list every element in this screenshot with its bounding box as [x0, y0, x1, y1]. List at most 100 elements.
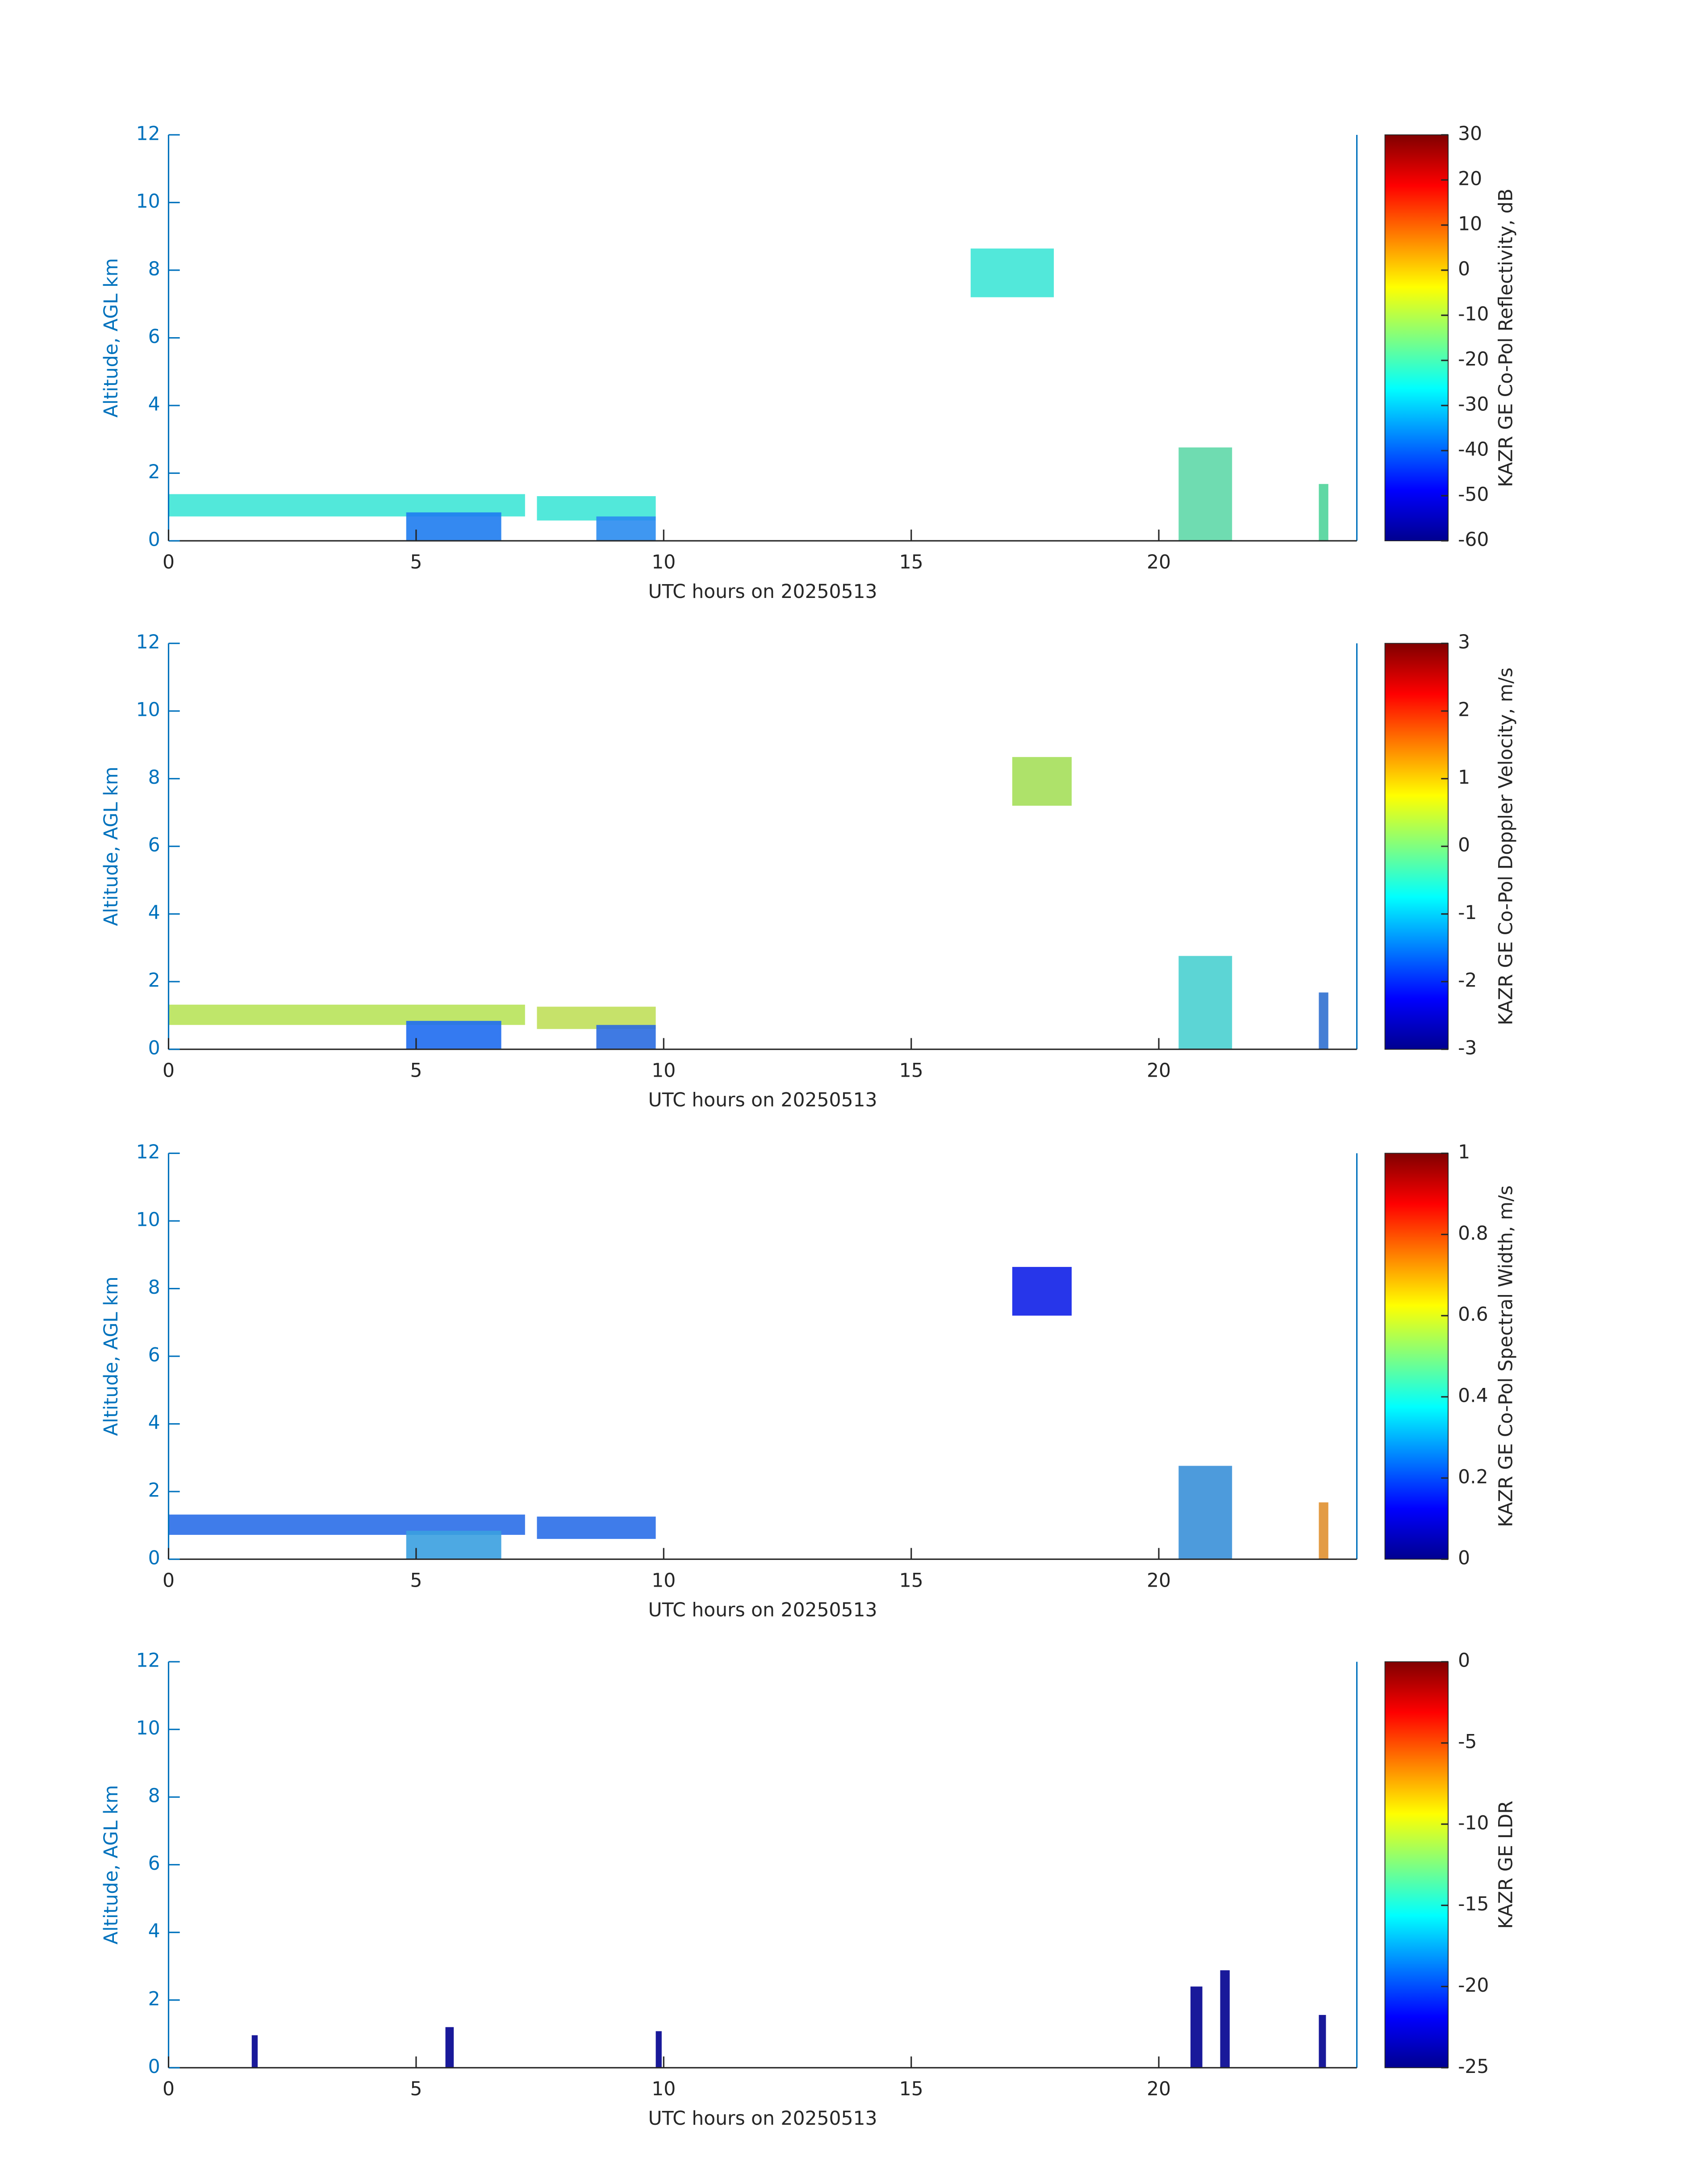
colorbar-tick-label: -20: [1458, 349, 1489, 371]
x-tick-label: 5: [410, 552, 422, 573]
y-axis-label: Altitude, AGL km: [100, 258, 122, 418]
colorbar-tick-label: -1: [1458, 902, 1477, 924]
y-tick-label: 10: [136, 1209, 160, 1231]
x-axis-label: UTC hours on 20250513: [648, 1599, 877, 1621]
y-tick-label: 6: [148, 1853, 160, 1875]
colorbar-tick-label: 0: [1458, 1547, 1470, 1569]
colorbar-label: KAZR GE Co-Pol Spectral Width, m/s: [1495, 1185, 1517, 1527]
y-tick-label: 6: [148, 835, 160, 857]
echo: [1190, 1986, 1203, 2068]
echo: [1319, 1502, 1328, 1559]
colorbar-tick-label: 0.6: [1458, 1304, 1488, 1326]
x-tick-label: 15: [899, 1060, 923, 1082]
echo: [537, 1517, 656, 1539]
echo: [596, 1025, 656, 1049]
colorbar-label: KAZR GE Co-Pol Doppler Velocity, m/s: [1495, 668, 1517, 1025]
y-tick-label: 4: [148, 394, 160, 416]
x-tick-label: 20: [1147, 552, 1171, 573]
echo: [1178, 447, 1232, 541]
y-tick-label: 2: [148, 1988, 160, 2010]
y-tick-label: 12: [136, 123, 160, 145]
x-tick-label: 5: [410, 1060, 422, 1082]
colorbar-tick-label: -5: [1458, 1731, 1477, 1753]
colorbar-tick-label: -20: [1458, 1975, 1489, 1997]
x-tick-label: 0: [163, 1570, 175, 1592]
colorbar-tick-label: -40: [1458, 439, 1489, 461]
colorbar-label: KAZR GE LDR: [1495, 1801, 1517, 1929]
y-tick-label: 12: [136, 631, 160, 653]
y-tick-label: 10: [136, 191, 160, 213]
y-tick-label: 0: [148, 2056, 160, 2078]
echo: [1220, 1970, 1230, 2068]
x-tick-label: 20: [1147, 1570, 1171, 1592]
y-tick-label: 8: [148, 1785, 160, 1807]
y-tick-label: 12: [136, 1650, 160, 1672]
echo: [1319, 992, 1328, 1049]
colorbar-tick-label: 1: [1458, 1141, 1470, 1163]
colorbar-tick-label: 1: [1458, 767, 1470, 789]
colorbar: [1384, 1661, 1449, 2068]
colorbar-tick-label: -30: [1458, 394, 1489, 416]
echo: [1178, 1466, 1232, 1559]
colorbar-tick-label: 0.8: [1458, 1223, 1488, 1245]
colorbar-tick-label: 0: [1458, 1650, 1470, 1672]
x-axis-label: UTC hours on 20250513: [648, 1090, 877, 1111]
y-axis-label: Altitude, AGL km: [100, 1785, 122, 1944]
colorbar-tick-label: 0: [1458, 835, 1470, 857]
colorbar-tick-label: 2: [1458, 699, 1470, 721]
y-tick-label: 12: [136, 1141, 160, 1163]
echo: [1012, 1267, 1072, 1316]
x-tick-label: 5: [410, 2078, 422, 2100]
colorbar-tick-label: -50: [1458, 484, 1489, 506]
x-tick-label: 10: [651, 552, 676, 573]
colorbar-tick-label: 3: [1458, 631, 1470, 653]
y-tick-label: 0: [148, 529, 160, 551]
y-axis-label: Altitude, AGL km: [100, 1276, 122, 1436]
echo: [537, 496, 656, 521]
echo: [1178, 956, 1232, 1049]
echo: [251, 2035, 258, 2068]
colorbar-tick-label: -25: [1458, 2056, 1489, 2078]
colorbar: [1384, 1153, 1449, 1560]
colorbar-tick-label: 20: [1458, 168, 1482, 190]
colorbar-tick-label: -60: [1458, 529, 1489, 551]
y-tick-label: 10: [136, 1717, 160, 1739]
x-tick-label: 15: [899, 552, 923, 573]
x-tick-label: 0: [163, 2078, 175, 2100]
y-tick-label: 2: [148, 1480, 160, 1502]
colorbar-tick-label: -10: [1458, 1812, 1489, 1834]
x-axis-label: UTC hours on 20250513: [648, 2108, 877, 2130]
colorbar-tick-label: -2: [1458, 970, 1477, 992]
echo: [1319, 484, 1328, 541]
colorbar-tick-label: -15: [1458, 1893, 1489, 1915]
x-tick-label: 0: [163, 552, 175, 573]
y-tick-label: 4: [148, 1412, 160, 1434]
y-tick-label: 4: [148, 902, 160, 924]
y-tick-label: 2: [148, 461, 160, 483]
x-tick-label: 20: [1147, 1060, 1171, 1082]
colorbar-label: KAZR GE Co-Pol Reflectivity, dB: [1495, 188, 1517, 487]
x-tick-label: 15: [899, 2078, 923, 2100]
y-tick-label: 6: [148, 326, 160, 348]
y-tick-label: 6: [148, 1345, 160, 1366]
y-tick-label: 8: [148, 767, 160, 789]
x-tick-label: 15: [899, 1570, 923, 1592]
colorbar-tick-label: 0.2: [1458, 1466, 1488, 1488]
x-tick-label: 10: [651, 1060, 676, 1082]
x-axis-label: UTC hours on 20250513: [648, 581, 877, 603]
echo: [445, 2027, 454, 2068]
y-tick-label: 10: [136, 699, 160, 721]
colorbar-tick-label: -3: [1458, 1037, 1477, 1059]
echo: [406, 1530, 501, 1559]
y-axis-label: Altitude, AGL km: [100, 767, 122, 926]
colorbar: [1384, 643, 1449, 1050]
echo: [406, 1021, 501, 1049]
x-tick-label: 20: [1147, 2078, 1171, 2100]
y-tick-label: 8: [148, 1277, 160, 1299]
echo: [596, 516, 656, 541]
colorbar: [1384, 134, 1449, 541]
x-tick-label: 10: [651, 1570, 676, 1592]
x-tick-label: 10: [651, 2078, 676, 2100]
echo: [1319, 2015, 1326, 2068]
